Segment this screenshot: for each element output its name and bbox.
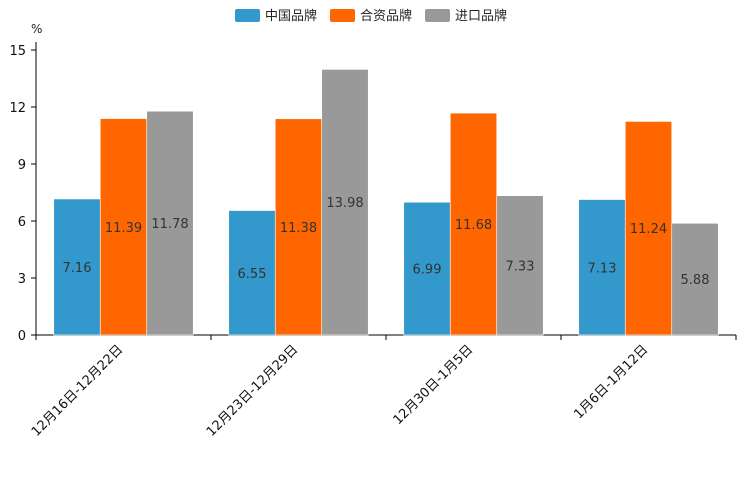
- y-axis: 0 3 6 9 12 15: [9, 42, 37, 344]
- x-tick-label-1: 12月16日-12月22日: [29, 342, 126, 439]
- bar-3-1: [146, 110, 194, 336]
- legend-label-2: 合资品牌: [360, 8, 412, 24]
- bar-1-4: [578, 199, 626, 336]
- data-label-2-3: 11.68: [455, 218, 492, 233]
- bar-1-2: [228, 210, 276, 336]
- legend-label-1: 中国品牌: [265, 8, 317, 24]
- bar-2-1: [99, 118, 148, 336]
- y-tick-label-12: 12: [9, 101, 26, 116]
- bar-3-2: [321, 69, 369, 336]
- bar-2-4: [624, 121, 673, 336]
- y-tick-label-15: 15: [9, 44, 26, 59]
- bar-3-3: [496, 195, 544, 336]
- bars: [53, 69, 719, 336]
- data-label-3-2: 13.98: [326, 196, 363, 211]
- legend-swatch-1: [235, 9, 260, 22]
- data-label-2-2: 11.38: [280, 221, 317, 236]
- y-tick-label-3: 3: [18, 272, 26, 287]
- legend-label-3: 进口品牌: [455, 8, 507, 24]
- x-tick-label-2: 12月23日-12月29日: [204, 342, 301, 439]
- bar-1-3: [403, 201, 451, 336]
- x-axis: 12月16日-12月22日 12月23日-12月29日 12月30日-1月5日 1月6…: [29, 334, 737, 440]
- y-tick-label-6: 6: [18, 215, 26, 230]
- data-labels: 7.16 11.39 11.78 6.55 11.38 13.98 6.99 11.68 7.3…: [63, 196, 710, 288]
- data-label-1-4: 7.13: [588, 261, 617, 276]
- y-tick-label-0: 0: [18, 329, 26, 344]
- data-label-3-1: 11.78: [151, 217, 188, 232]
- x-tick-label-4: 1月6日-1月12日: [571, 342, 651, 422]
- data-label-1-3: 6.99: [413, 263, 442, 278]
- bar-3-4: [671, 222, 719, 336]
- data-label-2-1: 11.39: [105, 221, 142, 236]
- legend: 中国品牌 合资品牌 进口品牌: [235, 8, 507, 24]
- bar-2-2: [274, 118, 323, 336]
- x-tick-label-3: 12月30日-1月5日: [391, 342, 477, 428]
- data-label-3-3: 7.33: [506, 259, 535, 274]
- data-label-1-1: 7.16: [63, 261, 92, 276]
- y-axis-unit-label: %: [31, 22, 42, 36]
- bar-1-1: [53, 198, 101, 336]
- y-tick-label-9: 9: [18, 158, 26, 173]
- legend-swatch-3: [425, 9, 450, 22]
- data-label-1-2: 6.55: [238, 267, 267, 282]
- legend-swatch-2: [330, 9, 355, 22]
- data-label-2-4: 11.24: [630, 222, 667, 237]
- data-label-3-4: 5.88: [681, 273, 710, 288]
